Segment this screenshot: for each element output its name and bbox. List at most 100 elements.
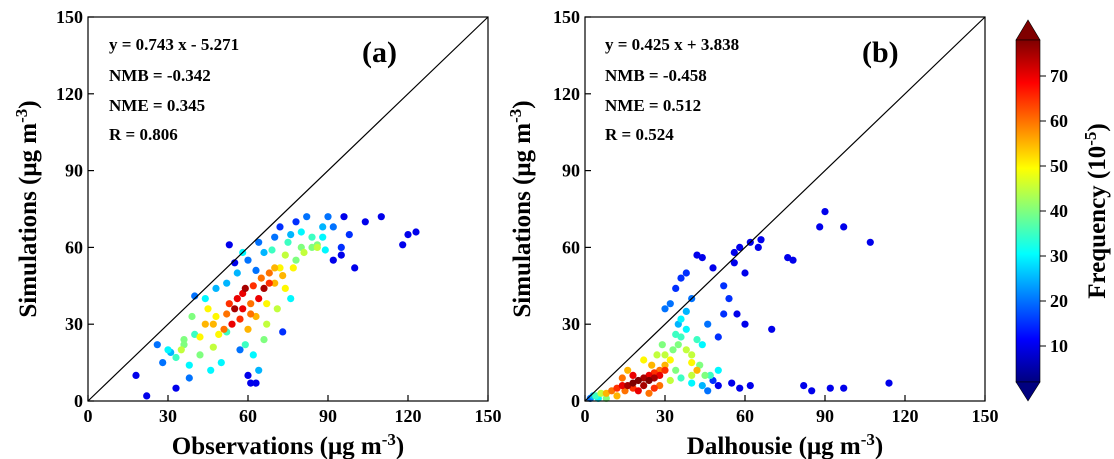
panel-a-scatter-point [281,284,289,292]
panel-a-scatter-point [263,320,271,328]
panel-b-scatter-point [698,341,706,349]
panel-a-scatter-point [284,238,292,246]
panel-b-scatter-point [840,223,848,231]
panel-b-ylabel: Simulations (μg m-3) [506,100,536,317]
panel-a-scatter-point [249,351,257,359]
panel-a-scatter-point [212,312,220,321]
panel-b-scatter-point [730,248,738,257]
panel-a-scatter-point [220,325,228,333]
panel-b-scatter-point [808,387,816,395]
panel-a-scatter-point [255,295,263,303]
panel-a-scatter-point [324,213,332,221]
panel-a-scatter-point [292,218,300,226]
panel-b-scatter-point [709,264,717,272]
panel-a-scatter-point [329,223,337,231]
panel-b-scatter-point [701,371,709,379]
panel-b-scatter-point [741,269,749,277]
panel-a-scatter-point [185,361,193,369]
panel-a-scatter-point [143,392,151,400]
panel-a-scatter-point [247,300,255,308]
panel-b-scatter-point [648,361,656,369]
panel-b-xtick-label: 150 [972,406,999,426]
panel-b-xlabel: Dalhousie (μg m-3) [687,430,883,459]
panel-b-scatter-point [650,384,658,392]
panel-b-scatter-point [866,238,874,246]
panel-b-stat-4: R = 0.524 [605,125,674,144]
panel-b: 0 30 60 90 120 150 0 30 60 90 120 150 y = 0.425 x +… [506,7,999,459]
panel-a-scatter-point [300,248,308,257]
panel-b-scatter-point [688,359,696,367]
panel-b-scatter-point [821,208,829,216]
panel-a-scatter-point [201,295,209,303]
panel-a-scatter-point [268,246,276,254]
panel-a-scatter-point [287,295,295,303]
panel-a-stat-2: NMB = -0.342 [109,66,211,85]
panel-b-scatter-point [645,376,653,385]
panel-b-scatter-point [720,310,728,318]
panel-b-scatter-point [661,305,669,313]
panel-a-scatter-point [281,251,289,259]
panel-a-scatter-point [233,269,241,277]
panel-b-ytick-label: 30 [562,314,580,334]
panel-a-scatter-point [180,336,188,344]
panel-a-scatter-point [276,223,284,231]
panel-b-scatter-point [720,282,728,290]
panel-a-scatter-point [321,246,329,254]
colorbar-tick-label: 50 [1050,156,1068,176]
panel-a-ytick-label: 30 [65,314,83,334]
panel-b-scatter-point [728,379,736,387]
panel-a-scatter-point [247,379,255,387]
panel-a-stat-1: y = 0.743 x - 5.271 [109,35,239,54]
panel-a-scatter-point [217,359,225,367]
panel-a-xtick-label: 0 [84,406,93,426]
panel-b-scatter-point [693,251,701,259]
panel-b-scatter-point [730,259,738,267]
panel-b-scatter-point [714,382,722,390]
panel-b-scatter-point [885,379,893,387]
colorbar-tick-label: 40 [1050,201,1068,221]
panel-b-scatter-point [677,274,685,282]
panel-a: 0 30 60 90 120 150 0 30 60 90 120 150 y = 0.743 x -… [12,7,502,459]
panel-b-scatter-point [704,320,712,328]
panel-b-scatter-point [597,389,605,397]
colorbar-top-extend [1015,19,1041,41]
panel-b-scatter-point [714,333,722,341]
panel-a-scatter-point [404,231,412,239]
panel-a-scatter-point [308,243,316,251]
panel-a-scatter-point [255,238,263,246]
panel-b-scatter-point [840,384,848,392]
panel-b-scatter-point [693,366,701,374]
panel-a-scatter-point [345,231,353,239]
panel-a-scatter-point [236,315,244,323]
panel-b-scatter-point [674,341,682,349]
panel-a-scatter-point [377,213,385,221]
panel-a-scatter-point [276,264,284,272]
panel-a-scatter-point [215,330,223,338]
colorbar-gradient [1015,39,1041,383]
panel-a-scatter-point [319,223,327,231]
panel-b-ytick-label: 90 [562,161,580,181]
panel-b-scatter-point [800,382,808,390]
panel-a-scatter-point [185,374,193,382]
panel-b-scatter-point [768,325,776,333]
panel-a-scatter-point [303,213,311,221]
panel-a-scatter-point [297,228,305,236]
panel-a-scatter-point [260,336,268,344]
panel-b-scatter-point [677,315,685,323]
colorbar-ticks: 10 20 30 40 50 60 70 [1040,66,1068,356]
panel-a-scatter-point [228,320,236,328]
panel-b-scatter-point [672,330,680,338]
panel-b-scatter-point [672,366,680,374]
panel-a-xtick-label: 30 [159,406,177,426]
panel-b-scatter-point [658,341,666,349]
panel-a-scatter-point [239,305,247,313]
panel-a-scatter-point [329,256,337,264]
panel-a-ticks: 0 30 60 90 120 150 0 30 60 90 120 150 [56,7,502,426]
panel-a-scatter-point [225,300,233,308]
panel-b-points [586,208,893,402]
panel-b-scatter-point [645,389,653,397]
panel-b-xtick-label: 60 [736,406,754,426]
panel-b-scatter-point [677,374,685,382]
panel-a-scatter-point [244,325,252,333]
